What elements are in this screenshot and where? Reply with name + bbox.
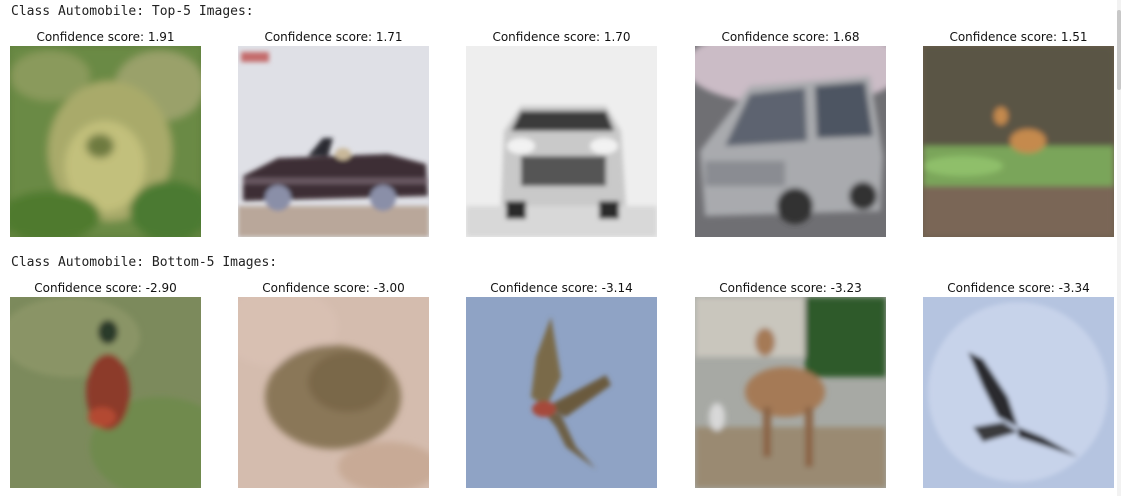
deer-image — [695, 297, 886, 488]
frog-image — [10, 46, 201, 237]
frog-image — [238, 297, 429, 488]
score-label: Confidence score: 1.68 — [721, 30, 860, 44]
score-label: Confidence score: -3.14 — [490, 281, 633, 295]
bottom-section-title: Class Automobile: Bottom-5 Images: — [11, 255, 278, 270]
score-label: Confidence score: 1.51 — [949, 30, 1088, 44]
score-label: Confidence score: -3.00 — [262, 281, 405, 295]
car-image — [238, 46, 429, 237]
car-image — [695, 46, 886, 237]
deer-image — [923, 46, 1114, 237]
score-label: Confidence score: 1.71 — [264, 30, 403, 44]
bird-image — [466, 297, 657, 488]
car-image — [466, 46, 657, 237]
bird-image — [10, 297, 201, 488]
bird-image — [923, 297, 1114, 488]
score-label: Confidence score: 1.91 — [36, 30, 175, 44]
vertical-scrollbar[interactable] — [1117, 0, 1121, 496]
score-label: Confidence score: -3.34 — [947, 281, 1090, 295]
top-section-title: Class Automobile: Top-5 Images: — [11, 4, 254, 19]
score-label: Confidence score: -2.90 — [34, 281, 177, 295]
score-label: Confidence score: 1.70 — [492, 30, 631, 44]
scrollbar-thumb[interactable] — [1117, 10, 1121, 90]
score-label: Confidence score: -3.23 — [719, 281, 862, 295]
